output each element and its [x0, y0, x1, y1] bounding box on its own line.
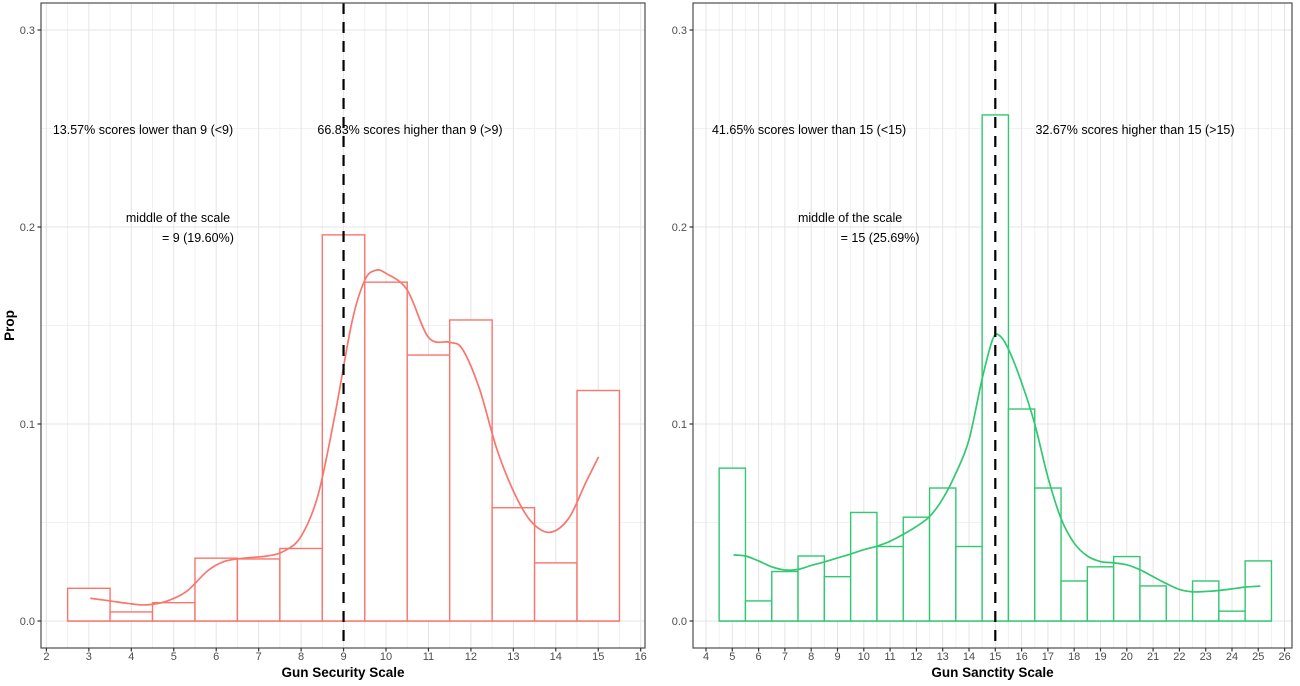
- histogram-bar: [928, 487, 957, 622]
- x-axis: 4 5 6 7 8 9 10 11 12 13 14 15 16 17 18 19 20 21 22 23 24 25 26: [703, 648, 1291, 663]
- x-tick-label: 25: [1252, 651, 1264, 663]
- x-tick-label: 26: [1278, 651, 1290, 663]
- histogram-bar: [876, 545, 904, 622]
- x-tick-label: 8: [808, 651, 814, 663]
- x-tick-label: 9: [340, 651, 346, 663]
- histogram-bar: [771, 570, 799, 622]
- grid-major: [693, 3, 1292, 648]
- density-curve: [90, 269, 600, 606]
- histogram-bar: [448, 319, 493, 622]
- y-tick-label: 0.1: [20, 419, 35, 431]
- histogram-bar: [744, 600, 773, 622]
- x-tick-label: 16: [635, 651, 647, 663]
- x-tick-label: 6: [213, 651, 219, 663]
- annotation-text-2: 66.83% scores higher than 9 (>9): [317, 123, 502, 137]
- x-tick-label: 15: [592, 651, 604, 663]
- x-tick-label: 20: [1121, 651, 1133, 663]
- x-tick-label: 4: [128, 651, 134, 663]
- x-tick-label: 12: [465, 651, 477, 663]
- histogram-bar: [406, 354, 451, 622]
- x-tick-label: 5: [171, 651, 177, 663]
- y-tick-label: 0.2: [20, 222, 35, 234]
- histogram-bar: [279, 547, 324, 622]
- histogram-bar: [151, 601, 196, 622]
- annotation-text-2: 32.67% scores higher than 15 (>15): [1035, 123, 1234, 137]
- y-axis: 0.0 0.1 0.2 0.3: [20, 25, 41, 628]
- x-axis: 2 3 4 5 6 7 8 9 10 11 12 13 14 15 16: [43, 648, 647, 663]
- annotation-text-1: 41.65% scores lower than 15 (<15): [712, 123, 906, 137]
- histogram-bar: [1218, 610, 1246, 622]
- y-axis: 0.0 0.1 0.2 0.3: [672, 25, 693, 628]
- histogram-bar: [66, 587, 111, 622]
- annotation-text-1: 13.57% scores lower than 9 (<9): [53, 123, 233, 137]
- x-tick-label: 15: [989, 651, 1001, 663]
- histogram-bar: [109, 611, 154, 622]
- x-tick-label: 11: [423, 651, 434, 663]
- x-axis-title: Gun Sanctity Scale: [931, 665, 1054, 680]
- x-tick-label: 8: [298, 651, 304, 663]
- histogram-bar: [823, 575, 852, 622]
- histogram-bar: [849, 511, 878, 622]
- x-tick-label: 10: [380, 651, 392, 663]
- y-tick-label: 0.3: [672, 25, 687, 37]
- histogram-bar: [576, 389, 621, 622]
- x-axis-title: Gun Security Scale: [281, 665, 405, 680]
- histogram-bar: [533, 562, 578, 622]
- histogram-bar: [1139, 585, 1167, 622]
- panel-gun-sanctity: 4 5 6 7 8 9 10 11 12 13 14 15 16 17 18 19 20 21 22 23 24 25 26…: [672, 2, 1293, 680]
- panel-border: [692, 2, 1293, 649]
- x-tick-label: 11: [884, 651, 895, 663]
- histogram-bar: [364, 281, 408, 622]
- histogram-bar: [1007, 408, 1036, 622]
- x-tick-label: 17: [1042, 651, 1054, 663]
- x-tick-label: 14: [550, 651, 562, 663]
- x-tick-label: 4: [703, 651, 709, 663]
- annotation-text-3: middle of the scale: [798, 211, 902, 225]
- x-tick-label: 16: [1015, 651, 1027, 663]
- histogram-bar: [1086, 566, 1115, 622]
- x-tick-label: 19: [1094, 651, 1106, 663]
- annotation-text-4: = 9 (19.60%): [162, 231, 234, 245]
- x-tick-label: 9: [834, 651, 840, 663]
- x-tick-label: 18: [1068, 651, 1080, 663]
- x-tick-label: 2: [43, 651, 49, 663]
- histogram-bar: [955, 545, 983, 622]
- histogram-bar: [1191, 580, 1220, 622]
- histogram-bar: [491, 507, 536, 622]
- histogram-bar: [1034, 487, 1062, 622]
- histogram-bar: [236, 558, 281, 622]
- histogram-bar: [797, 555, 826, 622]
- x-tick-label: 5: [729, 651, 735, 663]
- x-tick-label: 6: [756, 651, 762, 663]
- annotation-text-4: = 15 (25.69%): [841, 231, 920, 245]
- histogram-bar: [1112, 555, 1141, 622]
- histogram-bar: [1244, 560, 1273, 622]
- x-tick-label: 24: [1226, 651, 1238, 663]
- panel-gun-security: 2 3 4 5 6 7 8 9 10 11 12 13 14 15 16 0.0 0.1 0.2 0.3 Gun Se…: [2, 2, 647, 680]
- histogram-bar: [1060, 580, 1089, 622]
- x-tick-label: 14: [963, 651, 975, 663]
- x-tick-label: 13: [507, 651, 519, 663]
- y-tick-label: 0.0: [20, 616, 35, 628]
- annotation-text-3: middle of the scale: [126, 211, 230, 225]
- histogram-bar: [718, 467, 747, 622]
- x-tick-label: 13: [937, 651, 949, 663]
- y-tick-label: 0.3: [20, 25, 35, 37]
- y-tick-label: 0.2: [672, 222, 687, 234]
- histogram-bar: [194, 557, 239, 622]
- x-tick-label: 10: [858, 651, 870, 663]
- x-tick-label: 7: [782, 651, 788, 663]
- x-tick-label: 7: [256, 651, 262, 663]
- x-tick-label: 3: [86, 651, 92, 663]
- y-tick-label: 0.0: [672, 616, 687, 628]
- y-tick-label: 0.1: [672, 419, 687, 431]
- x-tick-label: 21: [1147, 651, 1159, 663]
- y-axis-title: Prop: [2, 310, 17, 341]
- x-tick-label: 12: [910, 651, 922, 663]
- grid-minor: [693, 3, 1292, 648]
- x-tick-label: 22: [1173, 651, 1185, 663]
- x-tick-label: 23: [1200, 651, 1212, 663]
